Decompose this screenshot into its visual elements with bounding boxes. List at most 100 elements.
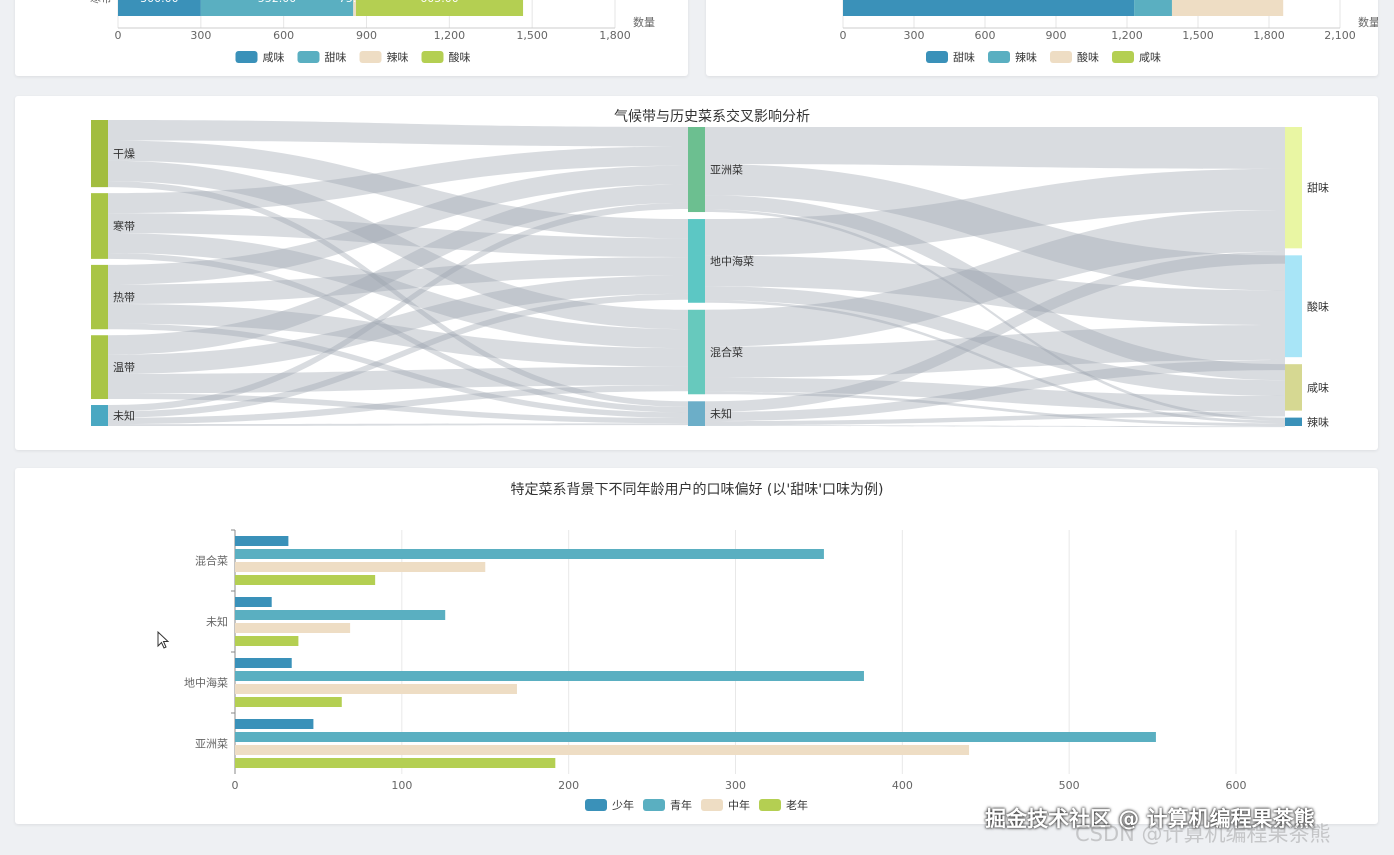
bar [235,697,342,707]
right-chart-legend-label: 辣味 [1015,50,1037,64]
left-chart-legend-label: 咸味 [263,51,285,64]
bar [235,536,289,546]
sankey-node [91,405,108,426]
sankey-link [705,164,1285,291]
right-chart-tick-label: 1,500 [1182,29,1214,42]
left-chart-category-label: 寒带 [90,0,112,5]
sankey-node-label: 寒带 [113,219,135,233]
sankey-title: 气候带与历史菜系交叉影响分析 [614,108,810,125]
bar [235,684,517,694]
bar-chart-title: 特定菜系背景下不同年龄用户的口味偏好 (以'甜味'口味为例) [510,481,883,498]
sankey-link [108,293,688,418]
left-chart-bar-segment [200,0,354,16]
sankey-node [1285,255,1302,358]
sankey-link [705,411,1285,426]
sankey-link [108,202,688,412]
sankey-link [705,425,1285,428]
sankey-link [108,213,688,258]
age-taste-bar-card: 特定菜系背景下不同年龄用户的口味偏好 (以'甜味'口味为例) 0 100 200 30… [15,468,1378,824]
bar [235,549,824,559]
legend-label: 少年 [612,798,634,812]
sankey-node [688,219,705,303]
right-chart-bar-segment [1134,0,1172,16]
sankey-link [108,146,688,214]
left-chart-axis-name: 数量 [633,16,655,29]
right-chart-legend-swatch [926,51,948,63]
left-chart-legend-label: 甜味 [325,51,347,64]
sankey-node-label: 亚洲菜 [710,164,743,177]
right-chart-legend-label: 甜味 [953,51,975,64]
taste-stacked-bar-card-right: 0 300 600 900 1,200 1,500 1,800 2,100 数量 甜味 辣味 酸味 咸味 [706,0,1378,76]
left-chart-tick-label: 600 [273,29,294,42]
sankey-link [705,210,1285,347]
right-chart-bar-segment [843,0,1135,16]
sankey-link [108,140,688,239]
legend-swatch [759,799,781,811]
sankey-link [108,385,688,425]
bar [235,597,272,607]
x-tick-label: 200 [558,779,579,792]
sankey-link [108,184,688,355]
sankey-link [108,275,688,374]
sankey-link [705,359,1285,422]
bar [235,562,486,572]
stacked-bar-chart-left: 0 300 600 900 1,200 1,500 1,800 300.00 552.00 75.… [90,0,655,64]
right-chart-tick-label: 1,200 [1111,29,1143,42]
left-chart-tick-label: 0 [115,29,122,42]
sankey-link [108,233,688,349]
sankey-node [91,120,108,188]
x-tick-label: 600 [1226,779,1247,792]
legend-swatch [643,799,665,811]
sankey-node-label: 热带 [113,291,135,304]
left-chart-segment-label: 605.00 [420,0,459,5]
sankey-node-label: 未知 [710,407,732,421]
sankey-link [108,257,688,304]
sankey-link [705,195,1285,381]
sankey-node-label: 辣味 [1307,415,1329,429]
left-chart-segment-label: 75.00 [339,0,371,5]
bar [235,732,1156,742]
right-chart-axis-name: 数量 [1358,16,1378,29]
sankey-node-label: 甜味 [1307,182,1329,195]
sankey-node-label: 咸味 [1307,381,1329,394]
left-chart-segment-label: 552.00 [258,0,297,5]
x-tick-label: 400 [892,779,913,792]
right-chart-legend-swatch [988,51,1010,63]
watermark-csdn: CSDN @计算机编程果茶熊 [1075,822,1331,846]
left-chart-legend-label: 酸味 [449,50,471,64]
bar [235,610,446,620]
right-chart-tick-label: 900 [1046,29,1067,42]
left-chart-tick-label: 1,800 [599,29,631,42]
x-tick-label: 500 [1059,779,1080,792]
sankey-link [108,366,688,394]
bar [235,636,299,646]
left-chart-tick-label: 300 [190,29,211,42]
sankey-link [705,127,1285,169]
age-taste-bar-chart[interactable]: 特定菜系背景下不同年龄用户的口味偏好 (以'甜味'口味为例) 0 100 200 30… [15,468,1378,824]
legend-swatch [701,799,723,811]
sankey-node-label: 温带 [113,361,135,374]
left-chart-bar-segment [356,0,524,16]
sankey-node [688,401,705,426]
right-chart-tick-label: 300 [904,29,925,42]
bar [235,658,292,668]
left-chart-bar-segment [353,0,357,16]
sankey-node [91,335,108,400]
left-chart-legend-label: 辣味 [387,50,409,64]
sankey-link [108,253,688,413]
legend-swatch [585,799,607,811]
right-chart-legend-label: 咸味 [1139,51,1161,64]
left-chart-bar-segment [118,0,201,16]
sankey-link [705,255,1285,326]
bar [235,623,351,633]
sankey-card: 气候带与历史菜系交叉影响分析 干燥 寒带 热带 温带 未知 亚洲菜 地中海菜 混合菜 未知 甜味酸… [15,96,1378,450]
sankey-node-label: 未知 [113,409,135,423]
bar [235,575,376,585]
x-tick-label: 100 [391,779,412,792]
legend-label: 青年 [670,798,692,812]
y-category-label: 未知 [206,615,228,629]
left-chart-legend-swatch [235,51,258,63]
sankey-node [91,193,108,259]
sankey-link [108,160,688,330]
